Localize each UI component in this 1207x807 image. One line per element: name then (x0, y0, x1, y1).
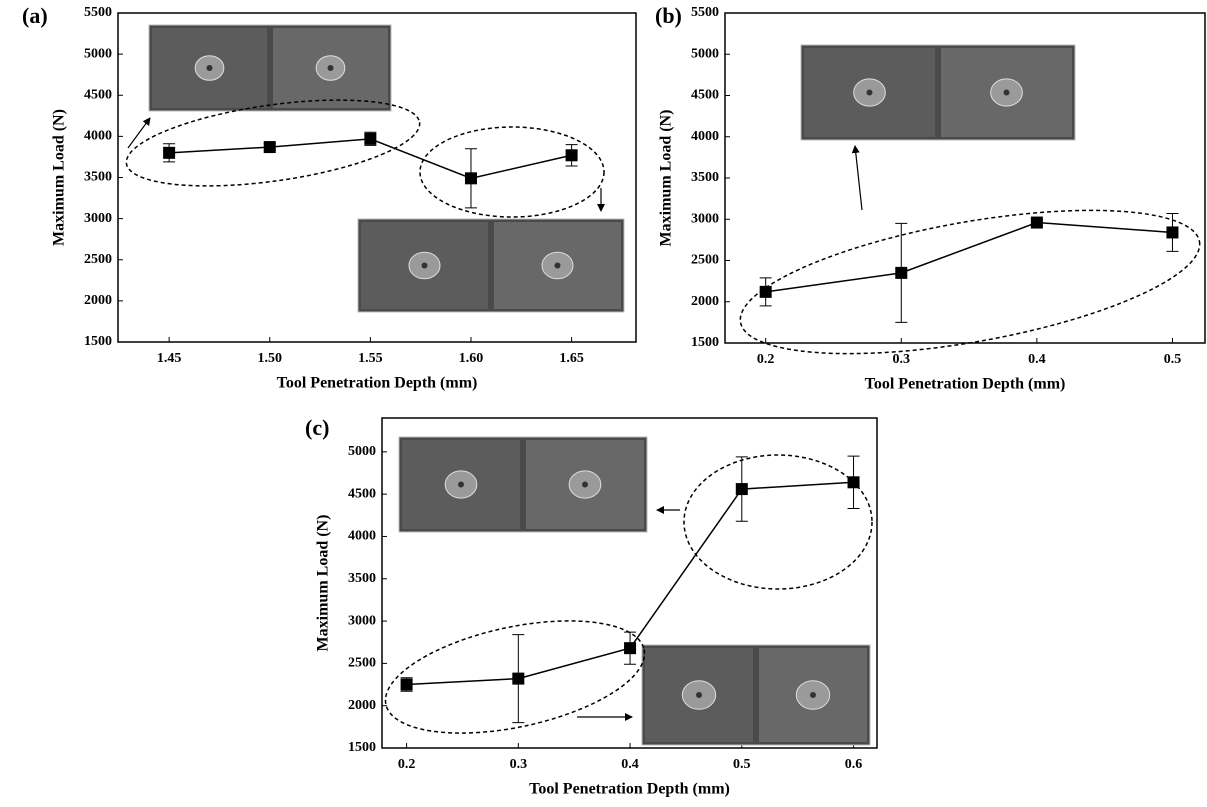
y-tick-label: 4000 (691, 129, 719, 144)
panel-label: (b) (655, 3, 682, 28)
y-tick-label: 3500 (348, 571, 376, 586)
y-axis-label: Maximum Load (N) (315, 515, 332, 652)
x-tick-label: 0.4 (1028, 352, 1046, 367)
inset-spot-center (458, 481, 464, 488)
dashed-ellipse (683, 454, 873, 590)
y-tick-label: 2000 (348, 698, 376, 713)
data-point (847, 476, 860, 489)
y-tick-label: 5000 (691, 46, 719, 61)
y-tick-label: 1500 (84, 334, 112, 349)
dashed-ellipse (384, 620, 646, 734)
x-tick-label: 1.60 (459, 351, 484, 366)
inset-spot-center (327, 65, 334, 71)
data-point (1030, 216, 1043, 229)
x-tick-label: 1.45 (157, 351, 182, 366)
y-tick-label: 5000 (348, 444, 376, 459)
y-tick-label: 2000 (84, 293, 112, 308)
y-tick-label: 5500 (691, 5, 719, 20)
data-point (512, 672, 525, 685)
data-point (163, 146, 176, 159)
x-tick-label: 0.4 (621, 757, 639, 772)
dashed-ellipse (739, 209, 1201, 355)
y-tick-label: 4500 (348, 486, 376, 501)
inset-spot-center (1003, 89, 1010, 96)
y-tick-label: 5000 (84, 46, 112, 61)
inset-spot-center (866, 89, 873, 96)
x-tick-label: 1.65 (559, 351, 584, 366)
inset-spot-center (554, 262, 561, 269)
x-tick-label: 1.55 (358, 351, 383, 366)
y-tick-label: 3500 (691, 170, 719, 185)
y-tick-label: 5500 (84, 5, 112, 20)
y-tick-label: 3000 (348, 613, 376, 628)
y-tick-label: 2000 (691, 294, 719, 309)
x-axis-label: Tool Penetration Depth (mm) (865, 376, 1066, 393)
data-point (364, 132, 377, 145)
plot-frame (381, 417, 878, 749)
arrow (851, 145, 863, 211)
inset-spot-center (206, 65, 213, 71)
panel-label: (c) (305, 415, 329, 440)
x-tick-label: 0.5 (1164, 352, 1182, 367)
data-line (765, 221, 1173, 293)
inset-spot-center (421, 262, 428, 269)
data-point (400, 678, 413, 691)
y-tick-label: 3000 (691, 211, 719, 226)
y-tick-label: 4000 (348, 529, 376, 544)
y-axis-label: Maximum Load (N) (658, 110, 675, 247)
data-point (1166, 226, 1179, 239)
x-tick-label: 0.2 (757, 352, 775, 367)
y-tick-label: 4000 (84, 129, 112, 144)
data-point (263, 141, 276, 154)
y-tick-label: 3000 (84, 211, 112, 226)
y-tick-label: 3500 (84, 170, 112, 185)
inset-spot-center (582, 481, 588, 488)
data-point (565, 149, 578, 162)
y-tick-label: 2500 (691, 253, 719, 268)
arrow (127, 117, 151, 149)
y-tick-label: 2500 (84, 252, 112, 267)
y-tick-label: 1500 (348, 740, 376, 755)
data-point (759, 285, 772, 298)
x-tick-label: 0.3 (510, 757, 528, 772)
data-point (624, 642, 637, 655)
y-tick-label: 4500 (691, 88, 719, 103)
data-point (464, 172, 477, 185)
x-tick-label: 0.3 (893, 352, 911, 367)
dashed-ellipse (419, 126, 605, 218)
data-point (895, 266, 908, 279)
inset-spot-center (810, 692, 816, 698)
panel-label: (a) (22, 3, 48, 28)
y-tick-label: 2500 (348, 656, 376, 671)
dashed-ellipse (125, 99, 421, 187)
y-tick-label: 1500 (691, 335, 719, 350)
inset-spot-center (696, 692, 702, 698)
x-tick-label: 0.6 (845, 757, 863, 772)
x-axis-label: Tool Penetration Depth (mm) (529, 781, 730, 798)
x-axis-label: Tool Penetration Depth (mm) (277, 375, 478, 392)
y-tick-label: 4500 (84, 87, 112, 102)
x-tick-label: 1.50 (257, 351, 282, 366)
y-axis-label: Maximum Load (N) (51, 109, 68, 246)
x-tick-label: 0.5 (733, 757, 751, 772)
x-tick-label: 0.2 (398, 757, 416, 772)
data-point (735, 483, 748, 496)
